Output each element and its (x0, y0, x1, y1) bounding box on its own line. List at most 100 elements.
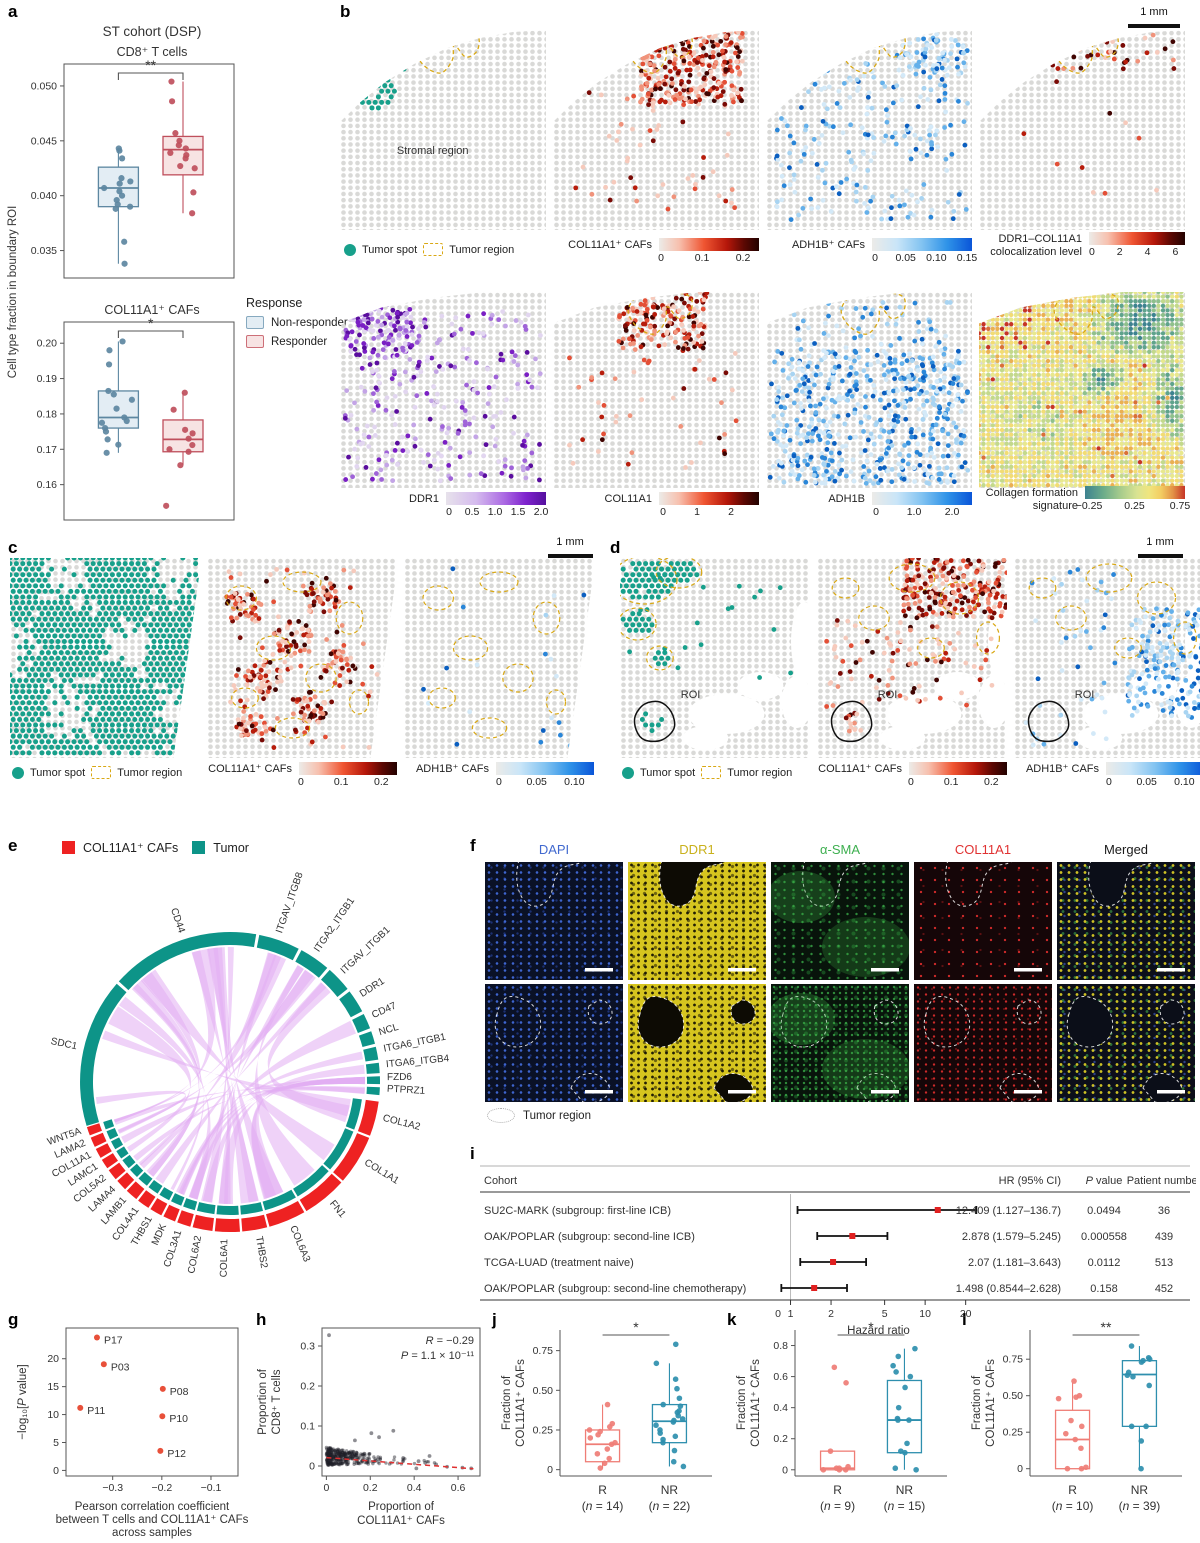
chord-legend: COL11A1⁺ CAFs Tumor (62, 840, 249, 855)
box-group-Non-responder (97, 338, 140, 456)
tumor-region-outline (1159, 999, 1185, 1025)
caf-swatch (62, 841, 75, 854)
data-point (189, 210, 196, 217)
svg-text:(n = 39): (n = 39) (1119, 1499, 1161, 1513)
svg-text:Pearson correlation coefficien: Pearson correlation coefficient (75, 1501, 230, 1513)
data-point (660, 1439, 666, 1446)
colorbar-adh1b: ADH1B 0 1.0 2.0 (766, 492, 978, 519)
svg-text:1: 1 (788, 1308, 794, 1320)
data-point (675, 1412, 682, 1419)
if-image-Merged-row1 (1057, 862, 1195, 980)
colorbar-adh1b-cafs: ADH1B⁺ CAFs 0 0.05 0.10 0.15 (791, 238, 978, 264)
d-tile-col11a1-cafs: ROI (817, 558, 1007, 758)
data-point (191, 165, 198, 172)
svg-text:OAK/POPLAR (subgroup: second-l: OAK/POPLAR (subgroup: second-line chemot… (484, 1283, 746, 1295)
tumor-swatch (192, 841, 206, 854)
svg-text:COL6A3: COL6A3 (287, 1224, 312, 1264)
panel-label-j: j (492, 1310, 497, 1329)
svg-text:0: 0 (309, 1461, 315, 1473)
tumor-region-label: Tumor region (727, 766, 793, 779)
svg-text:0.0112: 0.0112 (1088, 1257, 1121, 1269)
tumor-region-outline (802, 862, 869, 907)
if-image-Merged-row2 (1057, 984, 1195, 1102)
data-point (604, 1446, 611, 1452)
tumor-region-outline (587, 999, 613, 1025)
svg-text:*: * (868, 1319, 874, 1335)
data-point (168, 78, 175, 85)
data-point (1128, 1423, 1135, 1430)
data-point (1083, 1464, 1089, 1471)
if-title-DDR1: DDR1 (679, 842, 715, 857)
b-tile-adh1b (766, 292, 972, 488)
data-point (902, 1449, 908, 1456)
svg-text:R: R (833, 1483, 842, 1497)
tumor-region-label: Tumor region (449, 243, 515, 256)
hr-marker (830, 1259, 837, 1265)
data-point (1146, 1356, 1153, 1362)
c-tile-adh1b-cafs (404, 558, 594, 758)
caf-boxplot: 0.16 0.17 0.18 0.19 0.20 * (37, 315, 235, 521)
tumor-spot-icon (12, 766, 24, 779)
if-scalebar (1157, 968, 1185, 972)
svg-text:Fraction of: Fraction of (971, 1375, 983, 1430)
svg-text:OAK/POPLAR (subgroup: second-l: OAK/POPLAR (subgroup: second-line ICB) (484, 1231, 695, 1243)
svg-text:−0.1: −0.1 (201, 1482, 222, 1494)
svg-text:COL1A2: COL1A2 (381, 1113, 421, 1133)
svg-text:0: 0 (782, 1464, 788, 1476)
data-point (680, 1463, 687, 1470)
data-point (190, 189, 197, 196)
tumor-region-outline (713, 1073, 754, 1102)
tumor-region-outline (1016, 999, 1042, 1025)
data-point (98, 419, 106, 426)
data-point (116, 180, 123, 187)
svg-text:COL1A1: COL1A1 (362, 1157, 401, 1187)
svg-text:2: 2 (828, 1308, 834, 1320)
responder-swatch (246, 335, 264, 348)
data-point (672, 1376, 679, 1382)
spot-legend-c: Tumor spot Tumor region (12, 766, 182, 779)
svg-text:NR: NR (1131, 1483, 1149, 1497)
svg-text:Fraction of: Fraction of (501, 1375, 513, 1430)
data-point (597, 1465, 604, 1471)
if-scalebar (585, 1090, 613, 1094)
data-point (105, 361, 113, 368)
legend-item-nonresponder: Non-responder (246, 316, 348, 329)
svg-text:*: * (148, 315, 154, 331)
data-point (912, 1345, 918, 1352)
caf-legend-label: COL11A1⁺ CAFs (83, 841, 179, 855)
response-legend: Response Non-responder Responder (246, 296, 348, 354)
svg-text:between T cells and COL11A1⁺: between T cells and COL11A1⁺ CAFs (56, 1514, 249, 1526)
svg-text:THBS2: THBS2 (253, 1235, 269, 1269)
box-group-Non-responder (97, 145, 140, 267)
svg-text:DDR1: DDR1 (358, 976, 387, 1000)
svg-text:across samples: across samples (112, 1527, 192, 1539)
spot-legend-b: Tumor spot Tumor region (344, 243, 514, 256)
svg-text:(n = 15): (n = 15) (884, 1499, 926, 1513)
svg-text:Proportion of: Proportion of (257, 1368, 269, 1435)
svg-text:NR: NR (661, 1483, 679, 1497)
svg-text:P11: P11 (87, 1405, 105, 1417)
b-tile-collagen-signature (979, 292, 1185, 488)
cd8-boxplot: 0.035 0.040 0.045 0.050 ** (31, 57, 235, 279)
colorbar-c-adh1b-cafs: ADH1B⁺ CAFs 0 0.05 0.10 (404, 762, 600, 789)
panel-label-c: c (8, 538, 18, 557)
svg-text:0.4: 0.4 (773, 1402, 788, 1414)
data-point (671, 1447, 678, 1454)
svg-text:0.6: 0.6 (773, 1371, 788, 1383)
data-point (1128, 1343, 1135, 1349)
hr-marker (811, 1285, 818, 1291)
data-point (608, 1441, 615, 1448)
if-scalebar (871, 968, 899, 972)
data-point (653, 1422, 659, 1429)
svg-text:**: ** (1101, 1319, 1112, 1335)
scalebar-label-d: 1 mm (1146, 536, 1174, 548)
svg-text:CD47: CD47 (370, 1000, 398, 1021)
box-group-R (1054, 1378, 1091, 1472)
data-point (604, 1401, 611, 1408)
panel-label-a: a (8, 2, 18, 21)
svg-text:0.75: 0.75 (1003, 1354, 1024, 1366)
tumor-region-outline (945, 862, 1012, 907)
c-tile-col11a1-cafs (207, 558, 397, 758)
svg-text:0.75: 0.75 (533, 1345, 554, 1357)
